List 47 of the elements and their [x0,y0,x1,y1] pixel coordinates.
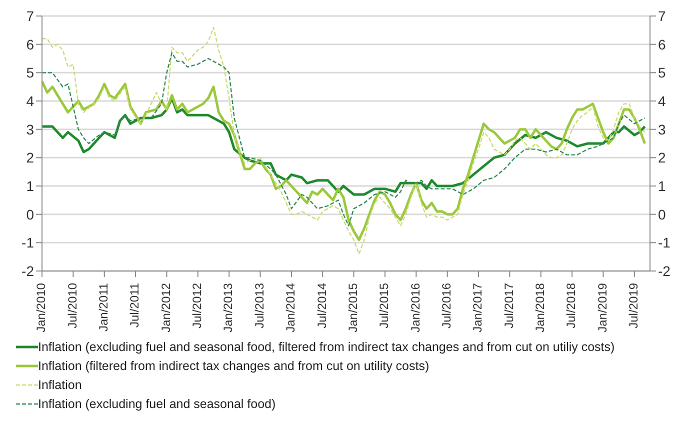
x-tick-label: Jan/2016 [408,282,422,332]
legend-label: Inflation (excluding fuel and seasonal food) [38,396,276,410]
x-tick-label: Jul/2010 [65,282,80,328]
y2-tick-label: 0 [658,206,666,222]
legend-label: Inflation [38,378,82,392]
legend-label: Inflation (excluding fuel and seasonal food, filtered from indirect tax changes and from cut on utiliy costs) [38,340,615,354]
y-tick-label: 6 [26,36,34,52]
x-tick-label: Jul/2015 [377,282,392,328]
y-tick-label: 4 [26,92,34,109]
x-tick-label: Jan/2018 [533,282,548,332]
y2-tick-label: 4 [658,92,666,109]
line-series [42,52,646,226]
y2-tick-label: -2 [658,262,671,279]
x-tick-label: Jan/2014 [284,282,298,332]
x-tick-label: Jul/2019 [626,282,641,328]
x-tick-label: Jul/2017 [502,282,516,328]
x-tick-label: Jul/2018 [564,282,578,328]
y-tick-label: -1 [22,234,34,251]
y2-tick-label: 6 [658,36,666,52]
y-tick-label: 2 [26,150,34,166]
x-tick-label: Jan/2012 [158,282,173,332]
x-tick-label: Jan/2017 [470,282,485,332]
y-tick-label: 1 [26,178,34,194]
x-tick-label: Jul/2014 [314,282,329,328]
line-series [42,80,646,242]
x-tick-label: Jul/2011 [128,282,142,328]
y2-tick-label: 1 [658,178,666,194]
y-tick-label: 0 [26,206,34,222]
x-tick-label: Jan/2011 [96,282,111,332]
x-tick-label: Jan/2013 [221,282,236,332]
y2-tick-label: 7 [658,8,666,24]
x-tick-label: Jul/2016 [440,282,454,328]
y-tick-label: -2 [22,262,34,279]
y2-tick-label: -1 [658,234,671,251]
y2-tick-label: 5 [658,64,666,81]
y2-tick-label: 2 [658,150,666,166]
y-tick-label: 3 [26,121,34,138]
y-tick-label: 5 [26,64,34,81]
line-series [42,26,646,255]
x-tick-label: Jul/2013 [252,282,266,328]
legend-label: Inflation (filtered from indirect tax changes and from cut on utility costs) [38,358,430,372]
y-tick-label: 7 [26,8,34,24]
x-tick-label: Jan/2019 [595,282,610,332]
x-tick-label: Jul/2012 [190,282,204,328]
x-tick-label: Jan/2010 [34,282,48,332]
y2-tick-label: 3 [658,121,666,138]
x-tick-label: Jan/2015 [346,282,360,332]
